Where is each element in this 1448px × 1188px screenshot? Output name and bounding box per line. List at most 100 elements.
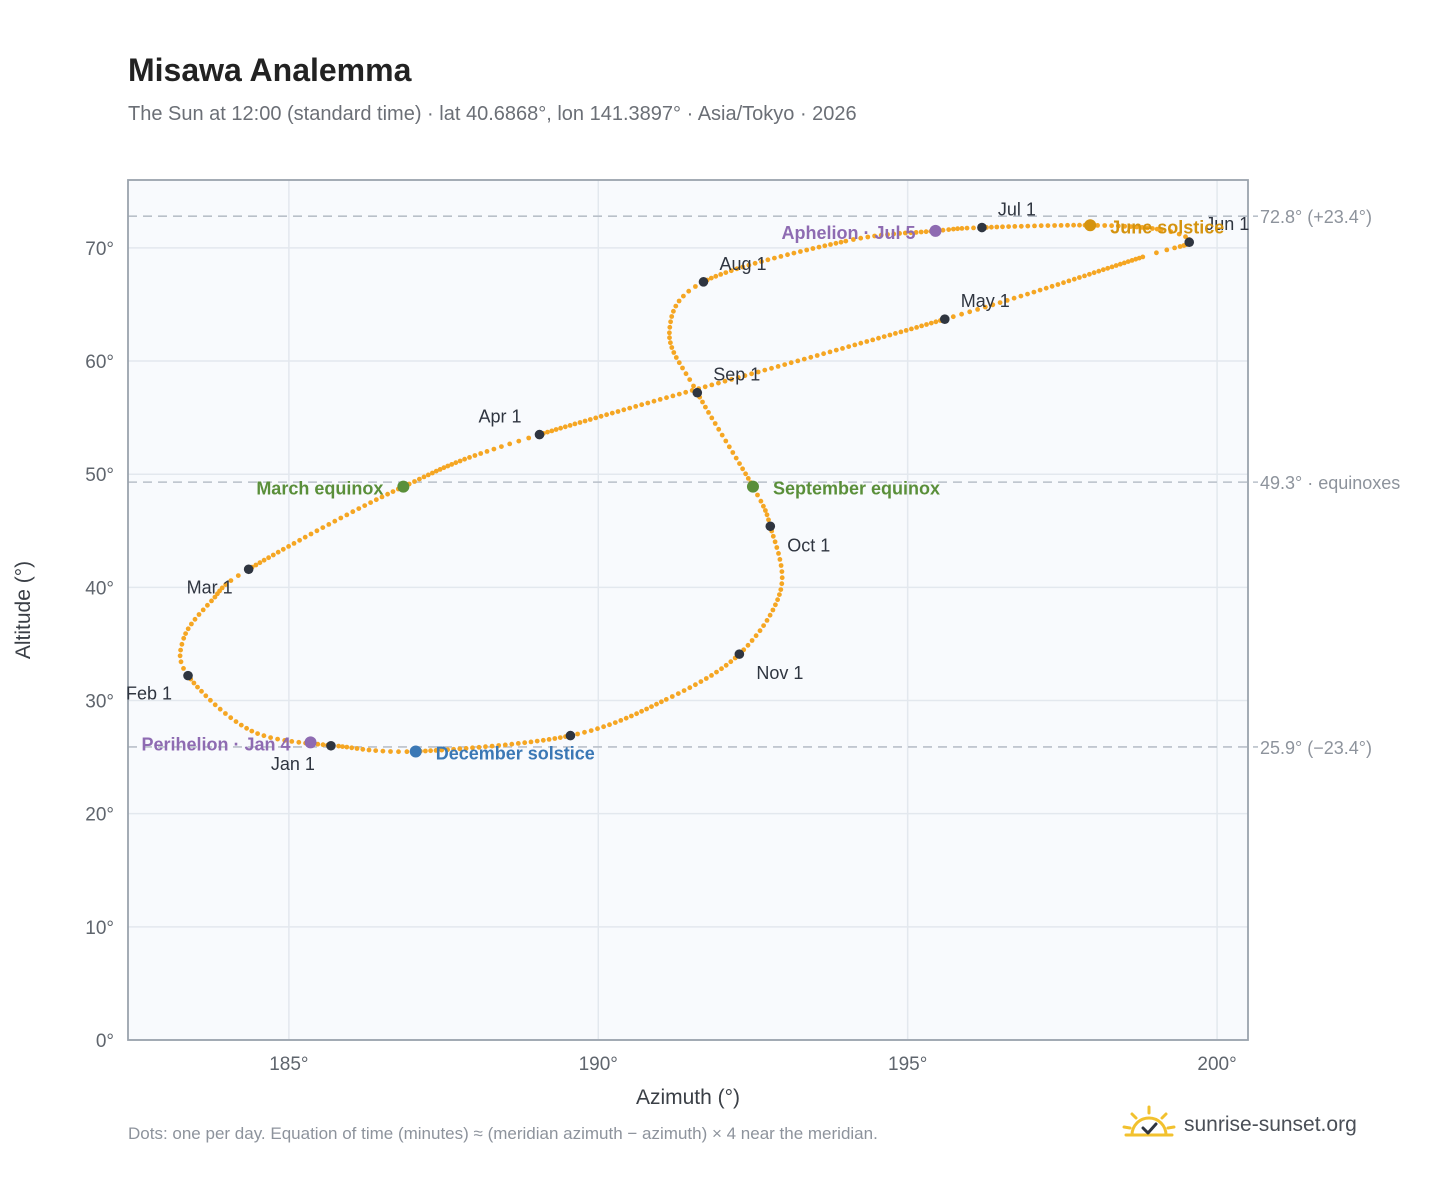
daily-dot <box>782 362 788 367</box>
daily-dot <box>772 539 778 545</box>
daily-dot <box>777 557 783 562</box>
daily-dot <box>275 549 281 555</box>
y-tick-label: 40° <box>85 578 114 599</box>
daily-dot <box>714 669 719 675</box>
daily-dot <box>423 748 428 754</box>
daily-dot <box>746 262 752 268</box>
daily-dot <box>261 733 267 739</box>
daily-dot <box>946 227 952 233</box>
daily-dot <box>421 474 427 480</box>
month-marker <box>326 740 336 751</box>
daily-dot <box>433 468 439 474</box>
daily-dot <box>1117 261 1123 267</box>
daily-dot <box>445 463 451 469</box>
daily-dot <box>557 735 563 740</box>
daily-dot <box>499 444 504 449</box>
daily-dot <box>852 342 858 348</box>
daily-dot <box>567 423 573 428</box>
daily-dot <box>719 666 724 672</box>
daily-dot <box>449 462 455 467</box>
daily-dot <box>1018 223 1024 229</box>
daily-dot <box>1043 285 1049 291</box>
daily-dot <box>385 491 390 497</box>
daily-dot <box>745 642 751 648</box>
daily-dot <box>681 688 687 693</box>
daily-dot <box>728 268 734 274</box>
daily-dot <box>183 631 189 636</box>
daily-dot <box>360 746 366 752</box>
daily-dot <box>788 360 794 366</box>
daily-dot <box>546 737 552 742</box>
daily-dot <box>693 682 698 688</box>
daily-dot <box>989 224 994 230</box>
daily-dot <box>1122 223 1128 229</box>
daily-dot <box>633 404 639 409</box>
daily-dot <box>691 383 696 389</box>
daily-dot <box>340 744 345 749</box>
month-marker <box>243 564 254 575</box>
daily-dot <box>612 720 618 725</box>
daily-dot <box>1000 224 1005 230</box>
daily-dot <box>713 273 719 279</box>
daily-dot <box>651 398 657 404</box>
daily-dot <box>515 741 521 746</box>
daily-dot <box>373 748 379 753</box>
daily-dot <box>368 500 373 505</box>
event-marker <box>1084 219 1097 232</box>
daily-dot <box>897 231 902 236</box>
daily-dot <box>516 438 522 444</box>
daily-dot <box>344 512 350 518</box>
daily-dot <box>703 404 708 410</box>
daily-dot <box>433 748 439 753</box>
month-label: Jul 1 <box>998 200 1036 220</box>
brand[interactable]: sunrise-sunset.org <box>1120 1100 1357 1150</box>
daily-dot <box>959 226 965 231</box>
month-marker <box>939 314 950 324</box>
daily-dot <box>320 742 326 748</box>
month-label: Sep 1 <box>713 365 760 385</box>
daily-dot <box>1065 222 1070 228</box>
daily-dot <box>598 413 604 419</box>
daily-dot <box>1109 223 1114 229</box>
x-tick-label: 185° <box>269 1054 308 1075</box>
daily-dot <box>654 701 659 707</box>
daily-dot <box>470 745 475 751</box>
daily-dot <box>681 293 686 299</box>
event-marker <box>929 224 942 237</box>
daily-dot <box>1140 254 1146 260</box>
daily-dot <box>755 369 761 375</box>
daily-dot <box>280 546 286 552</box>
daily-dot <box>562 424 568 430</box>
daily-dot <box>726 444 732 450</box>
daily-dot <box>552 736 558 741</box>
daily-dot <box>772 255 777 261</box>
daily-dot <box>683 389 689 395</box>
daily-dot <box>1113 263 1119 268</box>
daily-dot <box>664 395 669 401</box>
daily-dot <box>178 647 184 653</box>
daily-dot <box>354 746 360 751</box>
daily-dot <box>593 415 599 421</box>
daily-dot <box>687 377 693 382</box>
daily-dot <box>776 551 781 556</box>
daily-dot <box>1176 231 1182 237</box>
daily-dot <box>430 470 435 476</box>
daily-dot <box>734 266 740 272</box>
month-marker <box>534 429 545 440</box>
daily-dot <box>872 233 877 239</box>
daily-dot <box>296 739 302 745</box>
daily-dot <box>575 731 580 737</box>
daily-dot <box>1168 229 1174 235</box>
daily-dot <box>680 365 685 371</box>
daily-dot <box>1154 226 1160 232</box>
daily-dot <box>846 344 852 349</box>
daily-dot <box>472 453 478 458</box>
chart-subtitle: The Sun at 12:00 (standard time) · lat 4… <box>128 103 857 125</box>
daily-dot <box>1096 268 1102 274</box>
daily-dot <box>496 743 502 748</box>
daily-dot <box>549 428 555 434</box>
daily-dot <box>765 257 771 263</box>
daily-dot <box>478 451 484 456</box>
daily-dot <box>898 329 904 335</box>
daily-dot <box>971 225 976 231</box>
